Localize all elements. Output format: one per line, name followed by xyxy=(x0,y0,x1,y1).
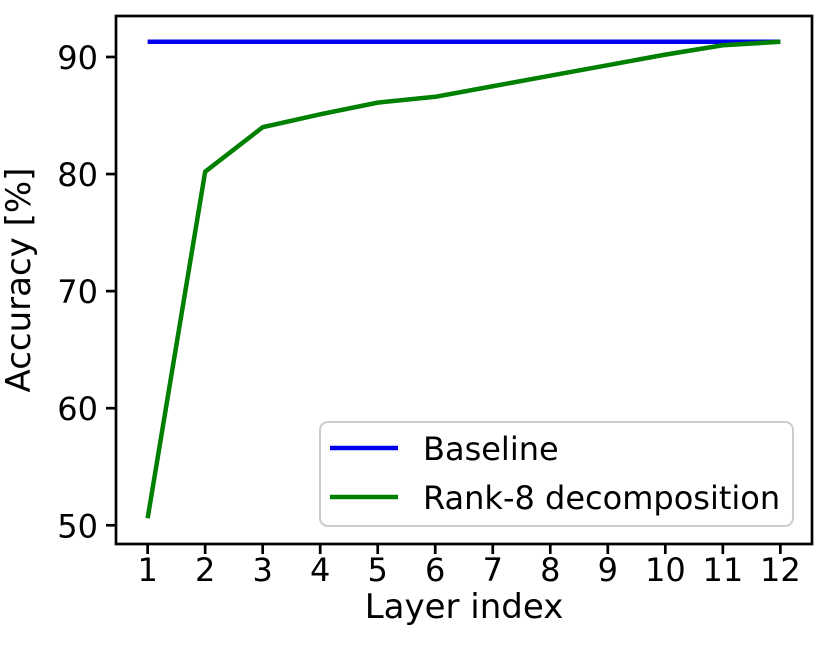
y-tick-label: 90 xyxy=(57,39,98,77)
x-tick-label: 7 xyxy=(483,551,503,589)
y-tick-label: 80 xyxy=(57,156,98,194)
x-tick-label: 4 xyxy=(310,551,330,589)
x-tick-label: 11 xyxy=(702,551,743,589)
legend: Baseline Rank-8 decomposition xyxy=(319,421,794,527)
x-axis-label: Layer index xyxy=(365,587,564,627)
x-tick-label: 2 xyxy=(195,551,215,589)
rank-8-decomposition-line xyxy=(145,39,781,519)
x-tick-label: 8 xyxy=(540,551,560,589)
y-tick-label: 70 xyxy=(57,273,98,311)
x-tick-label: 12 xyxy=(760,551,801,589)
y-tick-label: 60 xyxy=(57,390,98,428)
x-tick-label: 3 xyxy=(252,551,272,589)
legend-box xyxy=(319,421,794,527)
x-tick-label: 1 xyxy=(137,551,157,589)
y-axis-label: Accuracy [%] xyxy=(0,168,39,393)
x-tick-label: 5 xyxy=(368,551,388,589)
x-tick-label: 9 xyxy=(598,551,618,589)
x-tick-label: 10 xyxy=(645,551,686,589)
y-tick-label: 50 xyxy=(57,507,98,545)
legend-label-rank8-decomposition: Rank-8 decomposition xyxy=(423,479,780,517)
plot-border xyxy=(114,14,814,546)
x-tick-label: 6 xyxy=(425,551,445,589)
legend-label-baseline: Baseline xyxy=(423,430,559,468)
